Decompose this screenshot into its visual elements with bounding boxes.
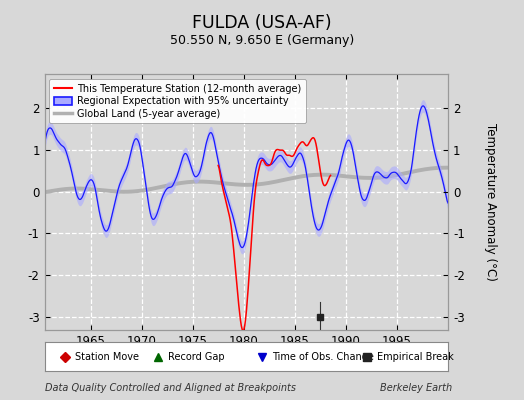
Text: 50.550 N, 9.650 E (Germany): 50.550 N, 9.650 E (Germany) xyxy=(170,34,354,47)
Text: Record Gap: Record Gap xyxy=(168,352,224,362)
Y-axis label: Temperature Anomaly (°C): Temperature Anomaly (°C) xyxy=(484,123,497,281)
Text: Data Quality Controlled and Aligned at Breakpoints: Data Quality Controlled and Aligned at B… xyxy=(45,383,296,393)
Text: Empirical Break: Empirical Break xyxy=(377,352,454,362)
Text: Berkeley Earth: Berkeley Earth xyxy=(379,383,452,393)
Text: FULDA (USA-AF): FULDA (USA-AF) xyxy=(192,14,332,32)
Text: Station Move: Station Move xyxy=(75,352,139,362)
Text: Time of Obs. Change: Time of Obs. Change xyxy=(272,352,374,362)
Legend: This Temperature Station (12-month average), Regional Expectation with 95% uncer: This Temperature Station (12-month avera… xyxy=(49,79,305,124)
